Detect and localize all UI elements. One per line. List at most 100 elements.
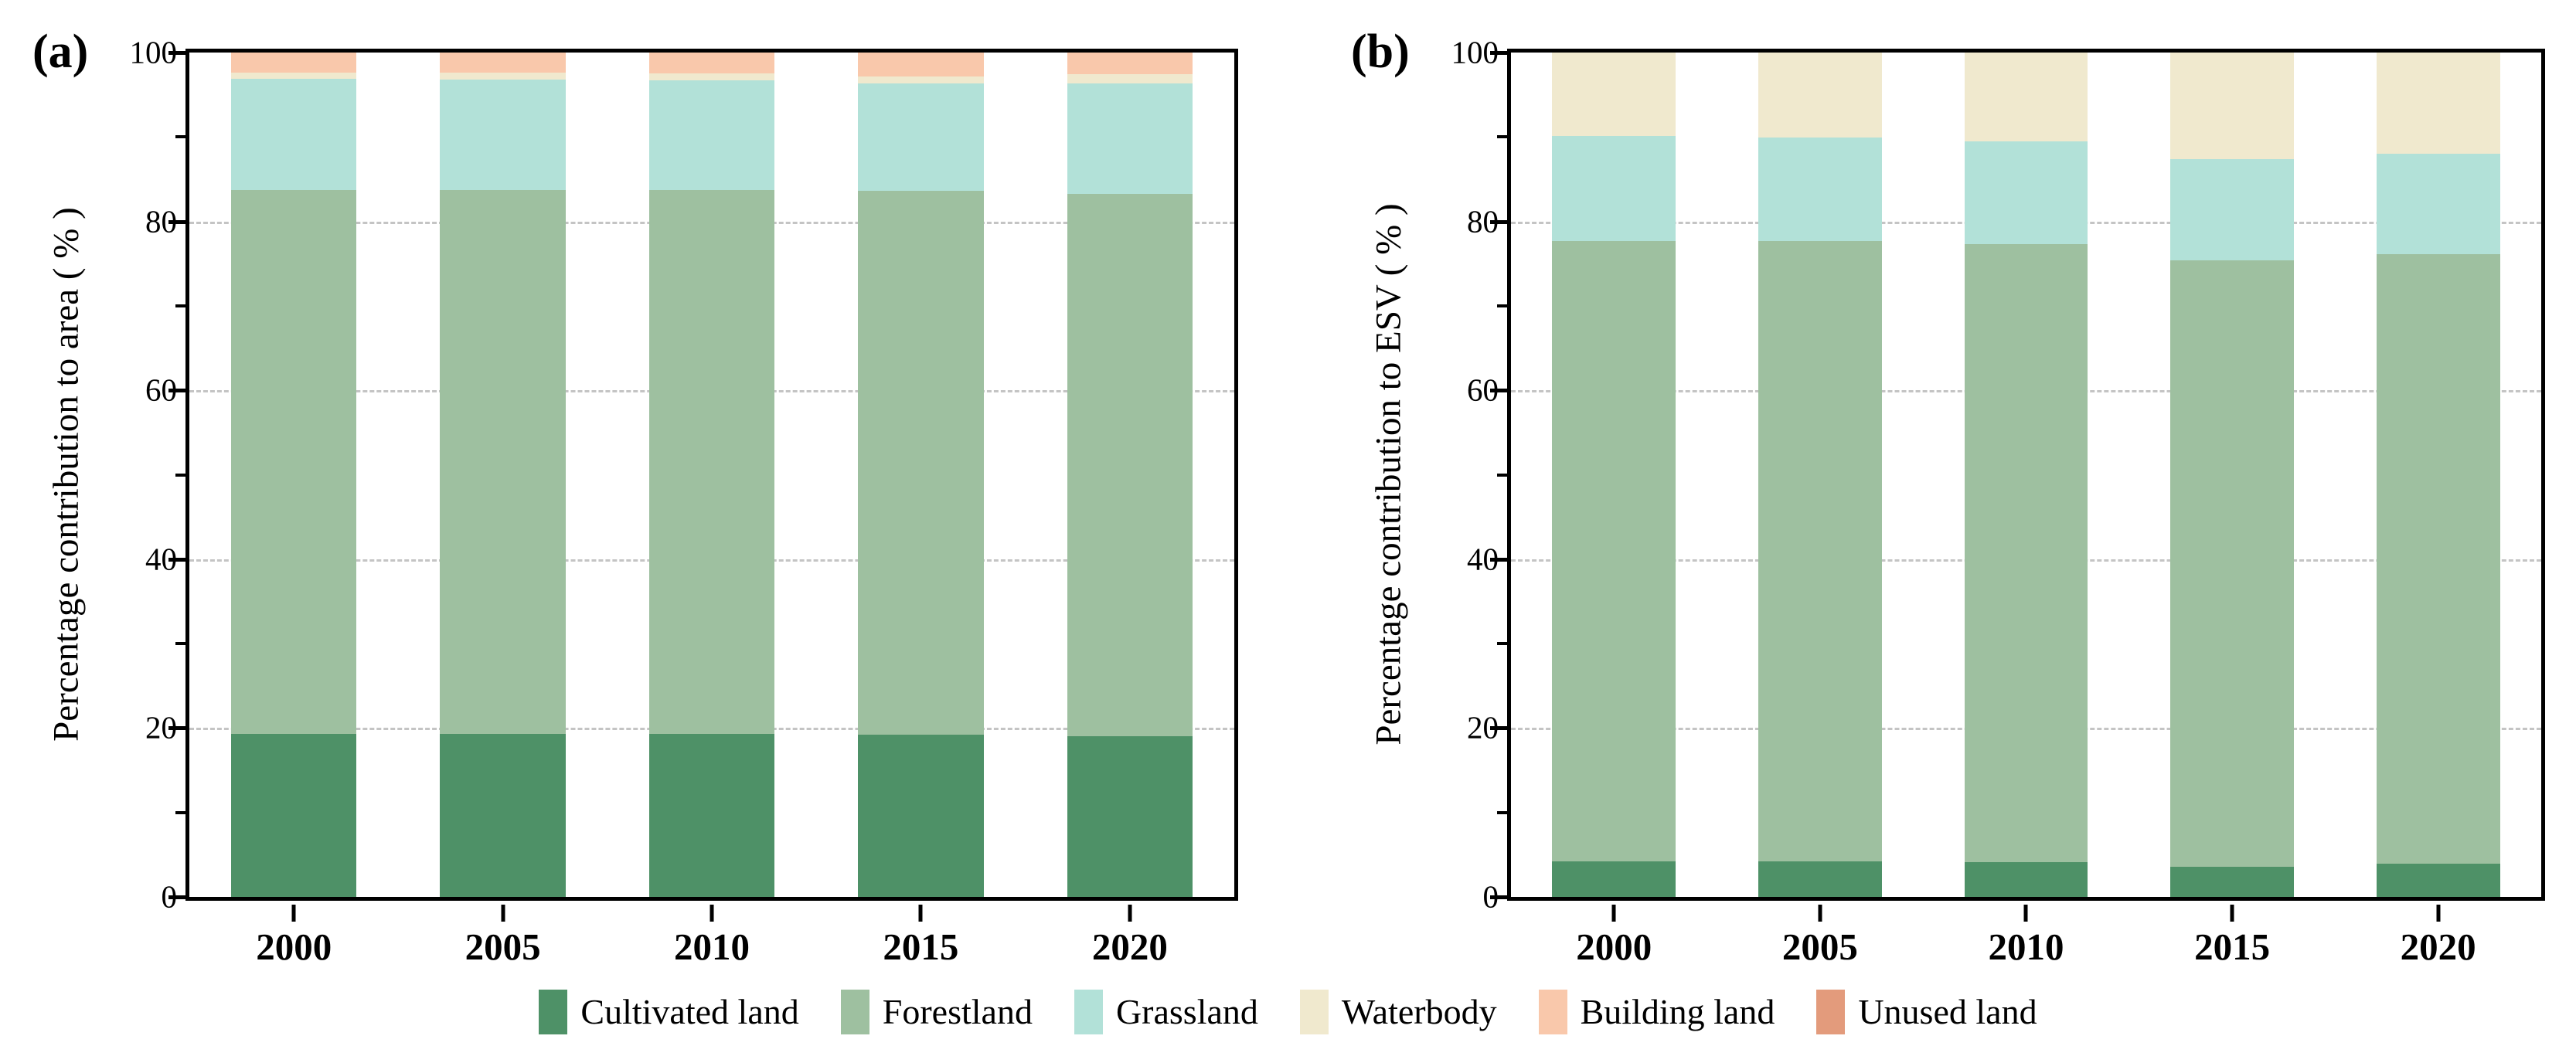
y-tick-label-0: 0 xyxy=(161,878,178,915)
stacked-bar-2005 xyxy=(440,53,566,897)
legend-swatch-building-land xyxy=(1538,990,1567,1034)
y-major-tick-20 xyxy=(168,726,185,731)
y-minor-tick-10 xyxy=(175,810,185,814)
legend-item-unused-land: Unused land xyxy=(1816,990,2037,1034)
bar-segment-2015-forestland xyxy=(858,191,984,735)
y-minor-tick-70 xyxy=(175,304,185,307)
x-tick-2010 xyxy=(2023,905,2028,922)
bar-segment-2015-cultivated-land xyxy=(2170,866,2295,897)
y-tick-label-100: 100 xyxy=(1451,34,1499,70)
bar-segment-2000-forestland xyxy=(1552,240,1676,862)
x-tick-label-2010: 2010 xyxy=(1988,925,2064,968)
y-minor-tick-90 xyxy=(175,135,185,139)
x-tick-2000 xyxy=(291,905,296,922)
stacked-bar-2000 xyxy=(1552,53,1676,897)
bar-slot-2015: 2015 xyxy=(816,53,1025,966)
y-tick-label-60: 60 xyxy=(1467,372,1499,408)
bar-segment-2010-forestland xyxy=(1964,244,2088,863)
bar-segment-2000-waterbody xyxy=(1552,53,1676,137)
y-minor-tick-70 xyxy=(1497,304,1507,307)
legend-label-grassland: Grassland xyxy=(1115,992,1258,1031)
y-tick-label-20: 20 xyxy=(145,709,177,745)
legend: Cultivated land Forestland Grassland Waterb… xyxy=(0,981,2576,1043)
y-tick-label-0: 0 xyxy=(1482,878,1499,915)
bar-segment-2000-grassland xyxy=(1552,136,1676,241)
x-tick-label-2015: 2015 xyxy=(883,925,959,968)
y-minor-tick-50 xyxy=(1497,473,1507,477)
x-tick-2010 xyxy=(710,905,714,922)
stacked-bar-2010 xyxy=(648,53,775,897)
bar-segment-2000-cultivated-land xyxy=(1552,861,1676,897)
legend-item-grassland: Grassland xyxy=(1074,990,1258,1034)
legend-swatch-grassland xyxy=(1074,990,1103,1034)
bar-slot-2000: 2000 xyxy=(1511,53,1717,966)
stacked-bar-2020 xyxy=(1067,53,1193,897)
bar-segment-2010-cultivated-land xyxy=(1964,862,2088,897)
x-tick-label-2020: 2020 xyxy=(1091,925,1168,968)
y-tick-label-60: 60 xyxy=(145,372,177,408)
y-tick-label-80: 80 xyxy=(145,203,177,239)
legend-label-waterbody: Waterbody xyxy=(1341,992,1497,1031)
bar-slot-2020: 2020 xyxy=(1026,53,1234,966)
x-tick-label-2005: 2005 xyxy=(1781,925,1858,968)
bar-segment-2010-grassland xyxy=(1964,141,2088,245)
y-major-tick-100 xyxy=(168,51,185,55)
bar-segment-2020-waterbody xyxy=(2376,53,2500,155)
x-tick-2020 xyxy=(2436,905,2441,922)
bar-slot-2015: 2015 xyxy=(2129,53,2336,966)
bar-slot-2005: 2005 xyxy=(1717,53,1924,966)
legend-label-building-land: Building land xyxy=(1580,992,1775,1031)
y-major-tick-0 xyxy=(1490,895,1507,899)
legend-swatch-forestland xyxy=(840,990,869,1034)
bar-segment-2015-building-land xyxy=(858,53,984,76)
stacked-bar-2000 xyxy=(231,53,357,897)
y-major-tick-0 xyxy=(168,895,185,899)
bar-segment-2005-grassland xyxy=(440,80,566,191)
bar-segment-2005-forestland xyxy=(1758,240,1882,862)
y-major-tick-40 xyxy=(1490,557,1507,562)
x-tick-2005 xyxy=(501,905,505,922)
y-minor-tick-50 xyxy=(175,473,185,477)
y-major-tick-60 xyxy=(1490,389,1507,393)
legend-item-cultivated-land: Cultivated land xyxy=(539,990,799,1034)
legend-item-building-land: Building land xyxy=(1538,990,1775,1034)
y-major-tick-40 xyxy=(168,557,185,562)
stacked-bar-2015 xyxy=(2170,53,2295,897)
bar-segment-2015-waterbody xyxy=(858,76,984,84)
bar-segment-2005-building-land xyxy=(440,53,566,73)
panel-b-plot-area: 2000 2005 2010 2015 2020 0 20 40 60 80 100 xyxy=(1451,36,2545,966)
y-minor-tick-90 xyxy=(1497,135,1507,139)
bar-segment-2010-building-land xyxy=(648,53,775,74)
bar-segment-2020-forestland xyxy=(1067,193,1193,737)
panel-b-y-axis-title: Percentage contribution to ESV ( % ) xyxy=(1368,203,1409,745)
bar-slot-2010: 2010 xyxy=(607,53,816,966)
y-major-tick-80 xyxy=(1490,219,1507,224)
panel-a-label: (a) xyxy=(32,25,89,78)
y-major-tick-20 xyxy=(1490,726,1507,731)
bars: 2000 2005 2010 2015 2020 xyxy=(189,53,1234,966)
bar-segment-2005-grassland xyxy=(1758,138,1882,241)
bar-segment-2015-waterbody xyxy=(2170,53,2295,159)
bar-segment-2000-cultivated-land xyxy=(231,734,357,897)
bar-slot-2010: 2010 xyxy=(1923,53,2129,966)
bar-segment-2010-cultivated-land xyxy=(648,734,775,897)
bar-slot-2005: 2005 xyxy=(398,53,607,966)
x-tick-2020 xyxy=(1128,905,1132,922)
bar-segment-2005-cultivated-land xyxy=(440,734,566,897)
bar-segment-2010-grassland xyxy=(648,80,775,191)
bar-segment-2020-cultivated-land xyxy=(1067,736,1193,897)
y-major-tick-100 xyxy=(1490,51,1507,55)
y-tick-label-40: 40 xyxy=(145,541,177,577)
bars: 2000 2005 2010 2015 2020 xyxy=(1511,53,2541,966)
bar-segment-2020-waterbody xyxy=(1067,74,1193,84)
bar-segment-2020-building-land xyxy=(1067,53,1193,75)
bar-segment-2020-cultivated-land xyxy=(2376,864,2500,897)
legend-swatch-unused-land xyxy=(1816,990,1846,1034)
x-tick-2000 xyxy=(1611,905,1616,922)
legend-swatch-waterbody xyxy=(1299,990,1329,1034)
legend-label-cultivated-land: Cultivated land xyxy=(580,992,799,1031)
bar-segment-2020-grassland xyxy=(1067,83,1193,194)
x-tick-label-2020: 2020 xyxy=(2400,925,2476,968)
